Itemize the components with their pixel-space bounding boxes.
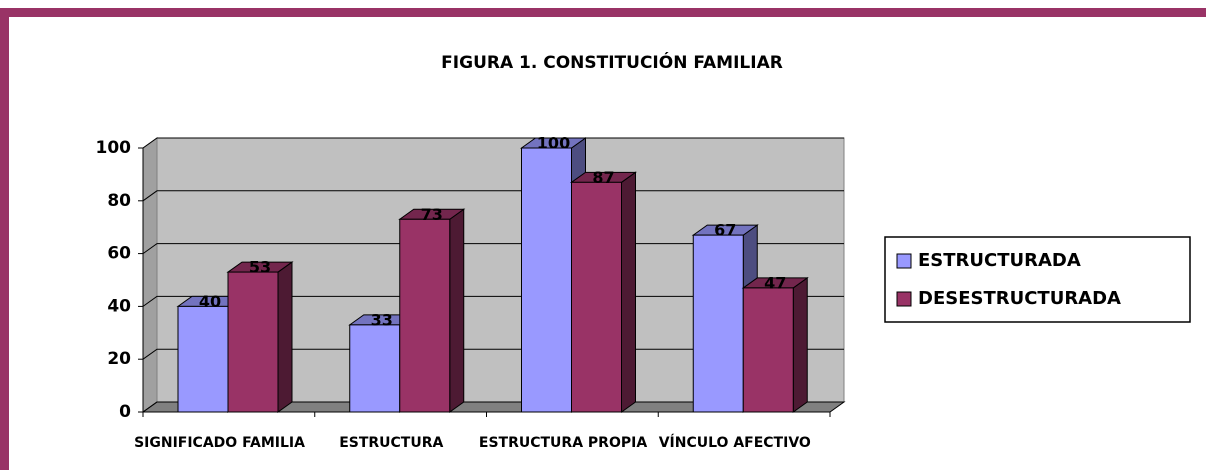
x-tick-label: ESTRUCTURA (339, 435, 443, 451)
bar (398, 208, 466, 413)
bar-front (692, 234, 744, 413)
bar (569, 171, 638, 413)
bar-front (742, 287, 794, 413)
bar (741, 276, 809, 413)
legend-label: DESESTRUCTURADA (918, 288, 1121, 309)
y-tick-label: 80 (107, 191, 131, 211)
value-label: 100 (537, 134, 570, 153)
bar (226, 261, 294, 413)
legend-swatch (896, 291, 912, 307)
chart-title: FIGURA 1. CONSTITUCIÓN FAMILIAR (441, 51, 783, 73)
value-label: 73 (421, 205, 443, 224)
x-tick-label: VÍNCULO AFECTIVO (659, 434, 811, 451)
y-tick-label: 20 (107, 349, 131, 369)
y-tick-label: 60 (107, 244, 131, 264)
value-label: 47 (764, 273, 786, 292)
y-tick-label: 40 (107, 296, 131, 316)
left-border (0, 8, 9, 470)
bar-front (177, 305, 229, 413)
value-label: 40 (199, 292, 221, 311)
bar-front (399, 218, 451, 413)
grid-line (142, 137, 844, 149)
bar-front (571, 181, 622, 413)
bar-side (277, 261, 293, 413)
side-wall (142, 137, 158, 413)
value-label: 53 (249, 258, 271, 277)
bar-side (621, 171, 636, 413)
y-tick-label: 100 (96, 138, 132, 158)
value-label: 67 (714, 221, 736, 240)
bar-front (521, 147, 572, 413)
legend-swatch (896, 253, 912, 269)
bar-side (792, 276, 808, 413)
x-tick-label: ESTRUCTURA PROPIA (479, 435, 647, 451)
legend-box (884, 236, 1191, 323)
bar-side (449, 208, 465, 413)
bar-front (227, 271, 279, 413)
x-tick-label: SIGNIFICADO FAMILIA (134, 435, 305, 451)
top-border (0, 8, 1206, 17)
y-tick-label: 0 (119, 402, 131, 422)
legend-label: ESTRUCTURADA (918, 250, 1081, 271)
bar-front (349, 324, 401, 413)
value-label: 87 (592, 168, 614, 187)
value-label: 33 (371, 310, 393, 329)
